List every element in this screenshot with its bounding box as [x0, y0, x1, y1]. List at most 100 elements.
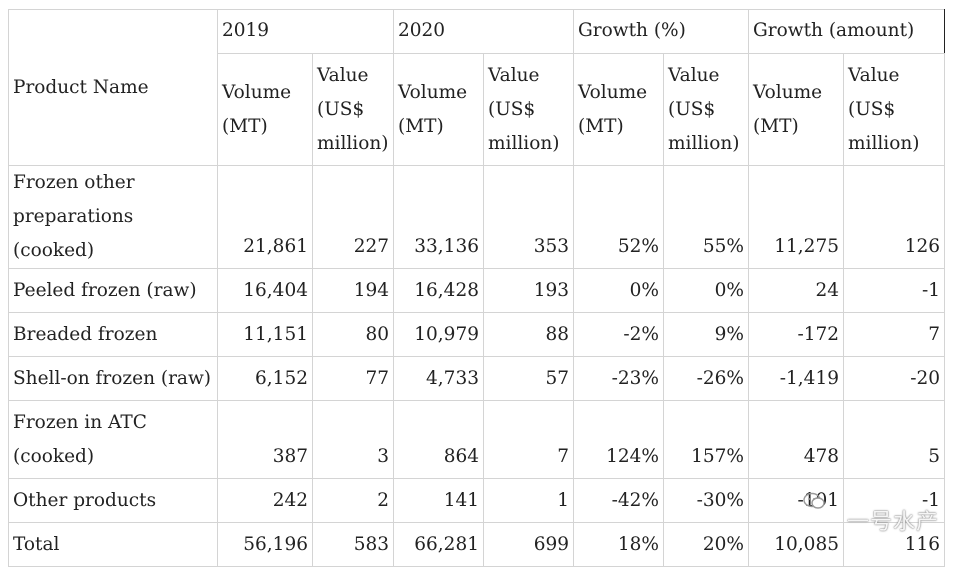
table-cell: 66,281	[393, 522, 484, 567]
product-name-cell: Frozen other preparations (cooked)	[8, 165, 218, 269]
sub-header-line: Volume	[753, 81, 823, 103]
sub-header-line: Value	[317, 64, 369, 86]
table-cell: 88	[483, 312, 574, 357]
table-cell: 80	[312, 312, 394, 357]
table-cell: 478	[748, 400, 844, 479]
growth-amount-header: Growth (amount)	[748, 9, 945, 54]
table-cell: 52%	[573, 165, 664, 269]
sub-header-line: million)	[317, 132, 389, 154]
table-cell: -1	[843, 478, 945, 523]
sub-header-1: Value (US$ million)	[312, 53, 394, 166]
table-cell: 699	[483, 522, 574, 567]
table-cell: 193	[483, 268, 574, 313]
year-header-2019: 2019	[217, 9, 394, 54]
product-name-cell: Breaded frozen	[8, 312, 218, 357]
sub-header-line: (MT)	[222, 115, 268, 137]
product-name-header: Product Name	[8, 9, 218, 166]
sub-header-row: Volume (MT) Value (US$ million) Volume (MT) Val…	[9, 53, 945, 166]
table-cell: 6,152	[217, 356, 313, 401]
sub-header-line: Volume	[222, 81, 292, 103]
table-cell: -42%	[573, 478, 664, 523]
table-cell: 124%	[573, 400, 664, 479]
table-cell: 55%	[663, 165, 749, 269]
sub-header-5: Value (US$ million)	[663, 53, 749, 166]
sub-header-line: (US$	[668, 98, 716, 120]
table-cell: -1,419	[748, 356, 844, 401]
table-cell: 10,979	[393, 312, 484, 357]
sub-header-line: million)	[848, 132, 920, 154]
table-cell: -1	[843, 268, 945, 313]
product-name-cell: Other products	[8, 478, 218, 523]
table-cell: 227	[312, 165, 394, 269]
table-cell: 157%	[663, 400, 749, 479]
product-name-line: (cooked)	[13, 445, 95, 467]
table-cell: 0%	[663, 268, 749, 313]
table-cell: 10,085	[748, 522, 844, 567]
wechat-icon	[803, 492, 825, 509]
shrimp-export-table: Product Name 2019 2020 Growth (%) Growth…	[8, 9, 945, 567]
table-cell: 141	[393, 478, 484, 523]
sub-header-3: Value (US$ million)	[483, 53, 574, 166]
table-row: Frozen other preparations (cooked) 21,861 2…	[8, 165, 945, 269]
table-row: Shell-on frozen (raw) 6,152 77 4,733 57 -23% -…	[8, 356, 945, 401]
table-cell: 5	[843, 400, 945, 479]
table-cell: -101	[748, 478, 844, 523]
table-cell: -2%	[573, 312, 664, 357]
product-name-cell: Peeled frozen (raw)	[8, 268, 218, 313]
product-name-line: Frozen in ATC	[13, 411, 147, 433]
table-row: Peeled frozen (raw) 16,404 194 16,428 193 0% 0…	[8, 268, 945, 313]
table-cell: 583	[312, 522, 394, 567]
table-cell: 7	[483, 400, 574, 479]
table-cell: 20%	[663, 522, 749, 567]
sub-header-line: Value	[848, 64, 900, 86]
table-cell: 11,275	[748, 165, 844, 269]
table-container: Product Name 2019 2020 Growth (%) Growth…	[8, 9, 945, 567]
growth-pct-header: Growth (%)	[573, 9, 749, 54]
table-cell: 77	[312, 356, 394, 401]
sub-header-line: million)	[668, 132, 740, 154]
sub-header-line: Value	[488, 64, 540, 86]
table-row: Frozen in ATC (cooked) 387 3 864 7 124% 157% 478…	[8, 400, 945, 479]
table-cell: 242	[217, 478, 313, 523]
sub-header-line: (US$	[488, 98, 536, 120]
table-cell: 3	[312, 400, 394, 479]
sub-header-line: (MT)	[753, 115, 799, 137]
table-row: Breaded frozen 11,151 80 10,979 88 -2% 9% -172 7	[8, 312, 945, 357]
table-cell: 16,428	[393, 268, 484, 313]
product-name-line: Shell-on frozen (raw)	[13, 367, 212, 389]
product-name-line: Peeled frozen (raw)	[13, 279, 197, 301]
product-name-cell: Total	[8, 522, 218, 567]
table-cell: -172	[748, 312, 844, 357]
table-cell: 126	[843, 165, 945, 269]
product-name-line: Other products	[13, 489, 157, 511]
sub-header-7: Value (US$ million)	[843, 53, 945, 166]
product-name-line: Frozen other	[13, 172, 135, 193]
table-cell: 0%	[573, 268, 664, 313]
sub-header-line: (MT)	[578, 115, 624, 137]
table-cell: 194	[312, 268, 394, 313]
sub-header-2: Volume (MT)	[393, 53, 484, 166]
table-cell: 11,151	[217, 312, 313, 357]
table-cell: 9%	[663, 312, 749, 357]
table-cell: 4,733	[393, 356, 484, 401]
table-cell: 24	[748, 268, 844, 313]
table-cell: 2	[312, 478, 394, 523]
sub-header-line: (US$	[317, 98, 365, 120]
sub-header-line: (MT)	[398, 115, 444, 137]
table-cell: 57	[483, 356, 574, 401]
table-cell: 7	[843, 312, 945, 357]
sub-header-line: Value	[668, 64, 720, 86]
sub-header-6: Volume (MT)	[748, 53, 844, 166]
table-cell: -26%	[663, 356, 749, 401]
product-name-line: Breaded frozen	[13, 323, 158, 345]
table-cell: 1	[483, 478, 574, 523]
sub-header-line: million)	[488, 132, 560, 154]
product-name-line: Total	[13, 533, 60, 555]
table-cell: 33,136	[393, 165, 484, 269]
sub-header-line: Volume	[578, 81, 648, 103]
product-name-line: preparations (cooked)	[13, 206, 134, 261]
watermark-text: 一号水产	[846, 510, 939, 535]
sub-header-line: (US$	[848, 98, 896, 120]
product-name-cell: Shell-on frozen (raw)	[8, 356, 218, 401]
